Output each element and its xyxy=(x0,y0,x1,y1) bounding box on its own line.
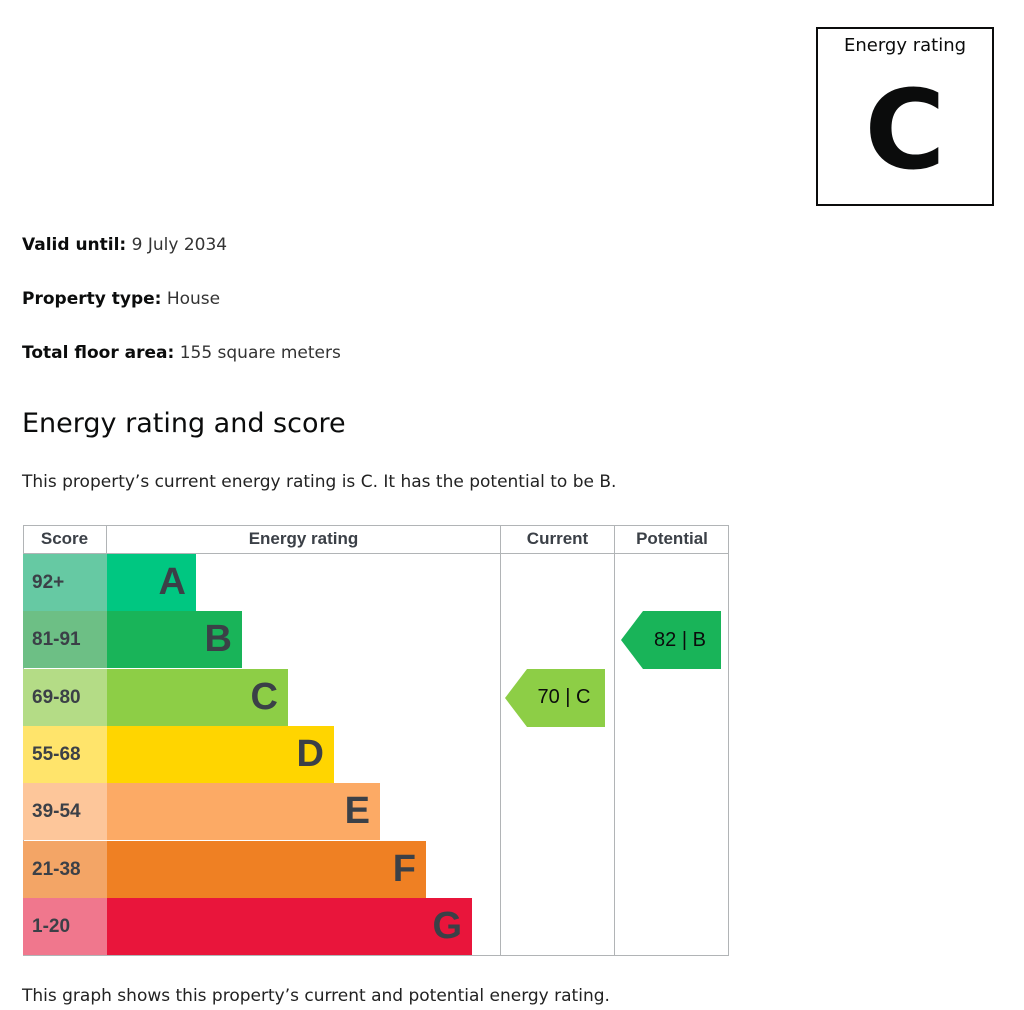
band-score-f: 21-38 xyxy=(23,840,107,898)
chart-header-row xyxy=(23,525,729,554)
band-letter-g: G xyxy=(432,904,462,947)
current-rating-text: 70 | C xyxy=(537,686,591,709)
valid-until-label: Valid until: xyxy=(22,235,127,255)
band-score-b: 81-91 xyxy=(23,611,107,669)
band-score-c: 69-80 xyxy=(23,668,107,726)
energy-rating-badge-letter: C xyxy=(864,66,946,194)
band-letter-e: E xyxy=(344,790,370,833)
header-score: Score xyxy=(40,529,89,548)
energy-rating-chart: Score Energy rating Current Potential 92… xyxy=(23,525,729,956)
energy-rating-badge: Energy rating C xyxy=(816,27,994,206)
section-title: Energy rating and score xyxy=(22,408,346,439)
property-type-label: Property type: xyxy=(22,289,162,309)
band-letter-b: B xyxy=(204,618,232,661)
property-type: Property type: House xyxy=(22,289,220,309)
rating-intro-text: This property’s current energy rating is… xyxy=(22,472,617,492)
chart-divider xyxy=(500,525,501,956)
band-score-a: 92+ xyxy=(23,554,107,611)
valid-until-value: 9 July 2034 xyxy=(131,235,228,255)
potential-rating-text: 82 | B xyxy=(654,628,706,651)
band-bar-d: D xyxy=(107,725,334,783)
band-bar-a: A xyxy=(107,554,196,611)
current-rating-arrow: 70 | C xyxy=(505,668,605,727)
band-letter-f: F xyxy=(392,847,416,890)
band-letter-d: D xyxy=(296,732,324,775)
band-bar-b: B xyxy=(107,611,242,669)
band-score-g: 1-20 xyxy=(23,897,107,955)
property-type-value: House xyxy=(166,289,221,309)
band-bar-e: E xyxy=(107,783,380,841)
header-energy-rating: Energy rating xyxy=(248,529,359,548)
energy-rating-badge-label: Energy rating xyxy=(843,35,967,56)
band-bar-c: C xyxy=(107,668,288,726)
chart-divider xyxy=(106,525,107,554)
potential-rating-arrow: 82 | B xyxy=(621,611,721,670)
band-bar-f: F xyxy=(107,840,426,898)
chart-caption: This graph shows this property’s current… xyxy=(22,986,610,1006)
valid-until: Valid until: 9 July 2034 xyxy=(22,235,227,255)
total-floor-area-value: 155 square meters xyxy=(179,343,341,363)
header-potential: Potential xyxy=(636,529,708,548)
band-score-e: 39-54 xyxy=(23,783,107,841)
chart-divider xyxy=(614,525,615,956)
band-bar-g: G xyxy=(107,897,472,955)
total-floor-area-label: Total floor area: xyxy=(22,343,175,363)
band-letter-a: A xyxy=(158,561,186,603)
band-score-d: 55-68 xyxy=(23,725,107,783)
band-letter-c: C xyxy=(250,675,278,718)
header-current: Current xyxy=(526,529,589,548)
total-floor-area: Total floor area: 155 square meters xyxy=(22,343,341,363)
